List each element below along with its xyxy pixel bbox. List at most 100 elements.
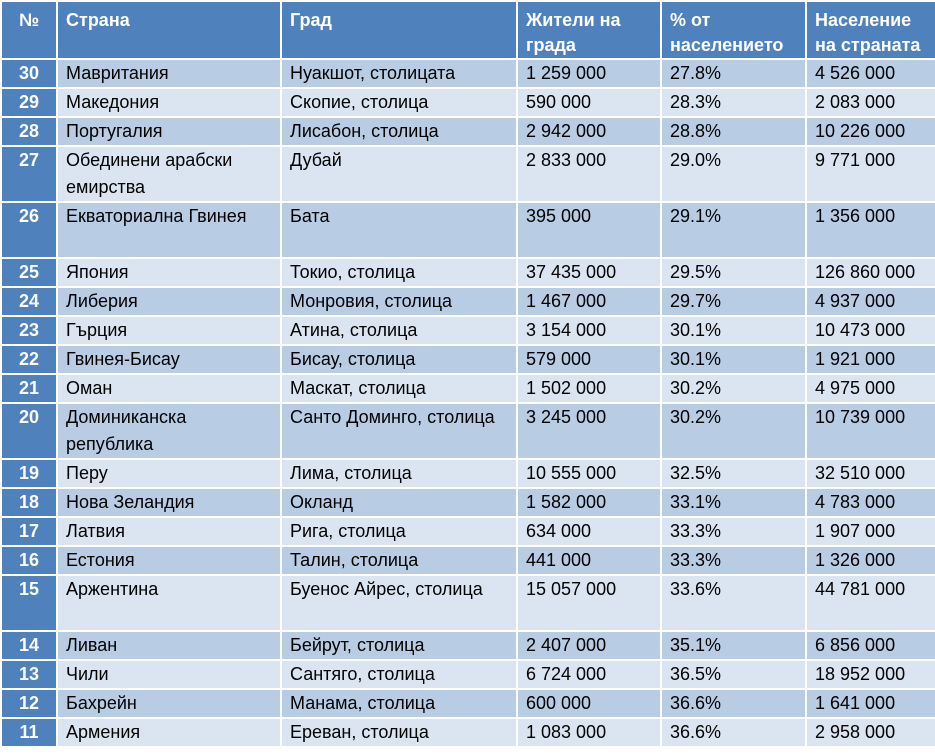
residents-cell: 1 502 000 xyxy=(518,375,660,402)
row-number: 26 xyxy=(2,203,56,257)
table-row: 14 Ливан Бейрут, столица 2 407 000 35.1%… xyxy=(2,632,935,659)
table-row: 12 Бахрейн Манама, столица 600 000 36.6%… xyxy=(2,690,935,717)
city-cell: Санто Доминго, столица xyxy=(282,404,516,458)
percent-cell: 35.1% xyxy=(662,632,805,659)
table-row: 20 Доминиканска република Санто Доминго,… xyxy=(2,404,935,458)
population-cell: 126 860 000 xyxy=(807,259,935,286)
table-row: 23 Гърция Атина, столица 3 154 000 30.1%… xyxy=(2,317,935,344)
population-cell: 44 781 000 xyxy=(807,576,935,630)
row-number: 18 xyxy=(2,489,56,516)
country-cell: Аржентина xyxy=(58,576,280,630)
percent-cell: 28.8% xyxy=(662,118,805,145)
country-cell: Оман xyxy=(58,375,280,402)
country-cell: Доминиканска република xyxy=(58,404,280,458)
row-number: 27 xyxy=(2,147,56,201)
row-number: 28 xyxy=(2,118,56,145)
residents-cell: 15 057 000 xyxy=(518,576,660,630)
table-row: 18 Нова Зеландия Окланд 1 582 000 33.1% … xyxy=(2,489,935,516)
city-cell: Маскат, столица xyxy=(282,375,516,402)
row-number: 12 xyxy=(2,690,56,717)
residents-cell: 634 000 xyxy=(518,518,660,545)
country-cell: Португалия xyxy=(58,118,280,145)
header-population: Население на страната xyxy=(807,2,935,58)
table-row: 17 Латвия Рига, столица 634 000 33.3% 1 … xyxy=(2,518,935,545)
row-number: 16 xyxy=(2,547,56,574)
country-cell: Нова Зеландия xyxy=(58,489,280,516)
country-cell: Македония xyxy=(58,89,280,116)
table-row: 26 Екваториална Гвинея Бата 395 000 29.1… xyxy=(2,203,935,257)
percent-cell: 30.1% xyxy=(662,317,805,344)
residents-cell: 1 582 000 xyxy=(518,489,660,516)
residents-cell: 2 407 000 xyxy=(518,632,660,659)
residents-cell: 579 000 xyxy=(518,346,660,373)
city-cell: Манама, столица xyxy=(282,690,516,717)
city-cell: Монровия, столица xyxy=(282,288,516,315)
city-cell: Бисау, столица xyxy=(282,346,516,373)
header-city: Град xyxy=(282,2,516,58)
city-cell: Буенос Айрес, столица xyxy=(282,576,516,630)
population-cell: 1 356 000 xyxy=(807,203,935,257)
header-residents: Жители на града xyxy=(518,2,660,58)
residents-cell: 3 245 000 xyxy=(518,404,660,458)
population-cell: 1 326 000 xyxy=(807,547,935,574)
percent-cell: 30.2% xyxy=(662,404,805,458)
row-number: 21 xyxy=(2,375,56,402)
country-cell: Екваториална Гвинея xyxy=(58,203,280,257)
table-row: 19 Перу Лима, столица 10 555 000 32.5% 3… xyxy=(2,460,935,487)
population-cell: 4 783 000 xyxy=(807,489,935,516)
population-cell: 1 921 000 xyxy=(807,346,935,373)
residents-cell: 3 154 000 xyxy=(518,317,660,344)
table-row: 28 Португалия Лисабон, столица 2 942 000… xyxy=(2,118,935,145)
table-row: 24 Либерия Монровия, столица 1 467 000 2… xyxy=(2,288,935,315)
residents-cell: 441 000 xyxy=(518,547,660,574)
percent-cell: 33.3% xyxy=(662,518,805,545)
residents-cell: 1 467 000 xyxy=(518,288,660,315)
population-cell: 10 739 000 xyxy=(807,404,935,458)
residents-cell: 2 942 000 xyxy=(518,118,660,145)
city-cell: Атина, столица xyxy=(282,317,516,344)
country-cell: Ливан xyxy=(58,632,280,659)
population-cell: 4 937 000 xyxy=(807,288,935,315)
country-cell: Перу xyxy=(58,460,280,487)
header-percent: % от населението xyxy=(662,2,805,58)
percent-cell: 33.3% xyxy=(662,547,805,574)
population-cell: 1 641 000 xyxy=(807,690,935,717)
city-cell: Дубай xyxy=(282,147,516,201)
row-number: 23 xyxy=(2,317,56,344)
percent-cell: 32.5% xyxy=(662,460,805,487)
percent-cell: 36.6% xyxy=(662,719,805,746)
population-cell: 6 856 000 xyxy=(807,632,935,659)
city-cell: Сантяго, столица xyxy=(282,661,516,688)
header-country: Страна xyxy=(58,2,280,58)
percent-cell: 30.2% xyxy=(662,375,805,402)
percent-cell: 28.3% xyxy=(662,89,805,116)
country-cell: Естония xyxy=(58,547,280,574)
residents-cell: 10 555 000 xyxy=(518,460,660,487)
percent-cell: 30.1% xyxy=(662,346,805,373)
population-cell: 2 083 000 xyxy=(807,89,935,116)
country-cell: Либерия xyxy=(58,288,280,315)
table-row: 27 Обединени арабски емирства Дубай 2 83… xyxy=(2,147,935,201)
table-header-row: № Страна Град Жители на града % от насел… xyxy=(2,2,935,58)
table-row: 22 Гвинея-Бисау Бисау, столица 579 000 3… xyxy=(2,346,935,373)
row-number: 17 xyxy=(2,518,56,545)
row-number: 22 xyxy=(2,346,56,373)
city-cell: Лима, столица xyxy=(282,460,516,487)
row-number: 25 xyxy=(2,259,56,286)
percent-cell: 36.6% xyxy=(662,690,805,717)
population-cell: 10 226 000 xyxy=(807,118,935,145)
table-row: 15 Аржентина Буенос Айрес, столица 15 05… xyxy=(2,576,935,630)
population-cell: 4 975 000 xyxy=(807,375,935,402)
row-number: 20 xyxy=(2,404,56,458)
row-number: 29 xyxy=(2,89,56,116)
city-cell: Рига, столица xyxy=(282,518,516,545)
table-row: 29 Македония Скопие, столица 590 000 28.… xyxy=(2,89,935,116)
city-cell: Окланд xyxy=(282,489,516,516)
table-row: 13 Чили Сантяго, столица 6 724 000 36.5%… xyxy=(2,661,935,688)
city-cell: Талин, столица xyxy=(282,547,516,574)
row-number: 14 xyxy=(2,632,56,659)
row-number: 13 xyxy=(2,661,56,688)
percent-cell: 29.5% xyxy=(662,259,805,286)
population-cell: 10 473 000 xyxy=(807,317,935,344)
